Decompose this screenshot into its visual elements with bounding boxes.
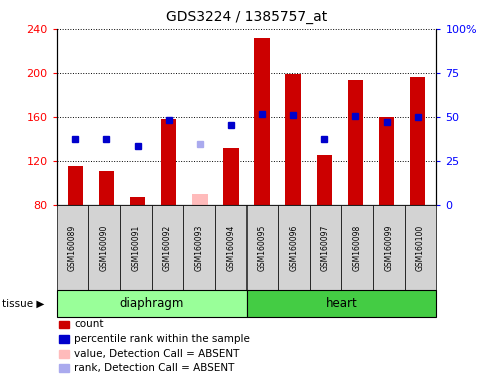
- Text: GSM160100: GSM160100: [416, 225, 425, 271]
- Text: GSM160098: GSM160098: [352, 225, 362, 271]
- Text: GSM160092: GSM160092: [163, 225, 172, 271]
- Bar: [223, 148, 239, 205]
- Bar: [410, 78, 425, 205]
- Text: rank, Detection Call = ABSENT: rank, Detection Call = ABSENT: [74, 363, 234, 373]
- Bar: [192, 194, 208, 205]
- Text: GSM160096: GSM160096: [289, 225, 298, 271]
- Text: GDS3224 / 1385757_at: GDS3224 / 1385757_at: [166, 10, 327, 23]
- Bar: [99, 171, 114, 205]
- Bar: [254, 38, 270, 205]
- Text: GSM160089: GSM160089: [68, 225, 77, 271]
- Bar: [317, 155, 332, 205]
- Text: GSM160090: GSM160090: [100, 225, 108, 271]
- Bar: [379, 117, 394, 205]
- Bar: [348, 79, 363, 205]
- Text: GSM160093: GSM160093: [195, 225, 204, 271]
- Text: tissue ▶: tissue ▶: [2, 298, 45, 308]
- Text: GSM160094: GSM160094: [226, 225, 235, 271]
- Text: GSM160091: GSM160091: [131, 225, 141, 271]
- Bar: [68, 166, 83, 205]
- Text: value, Detection Call = ABSENT: value, Detection Call = ABSENT: [74, 349, 239, 359]
- Text: diaphragm: diaphragm: [119, 297, 184, 310]
- Text: GSM160099: GSM160099: [385, 225, 393, 271]
- Bar: [285, 74, 301, 205]
- Text: GSM160097: GSM160097: [321, 225, 330, 271]
- Text: count: count: [74, 319, 104, 329]
- Bar: [130, 197, 145, 205]
- Bar: [161, 119, 176, 205]
- Text: heart: heart: [325, 297, 357, 310]
- Text: percentile rank within the sample: percentile rank within the sample: [74, 334, 250, 344]
- Text: GSM160095: GSM160095: [258, 225, 267, 271]
